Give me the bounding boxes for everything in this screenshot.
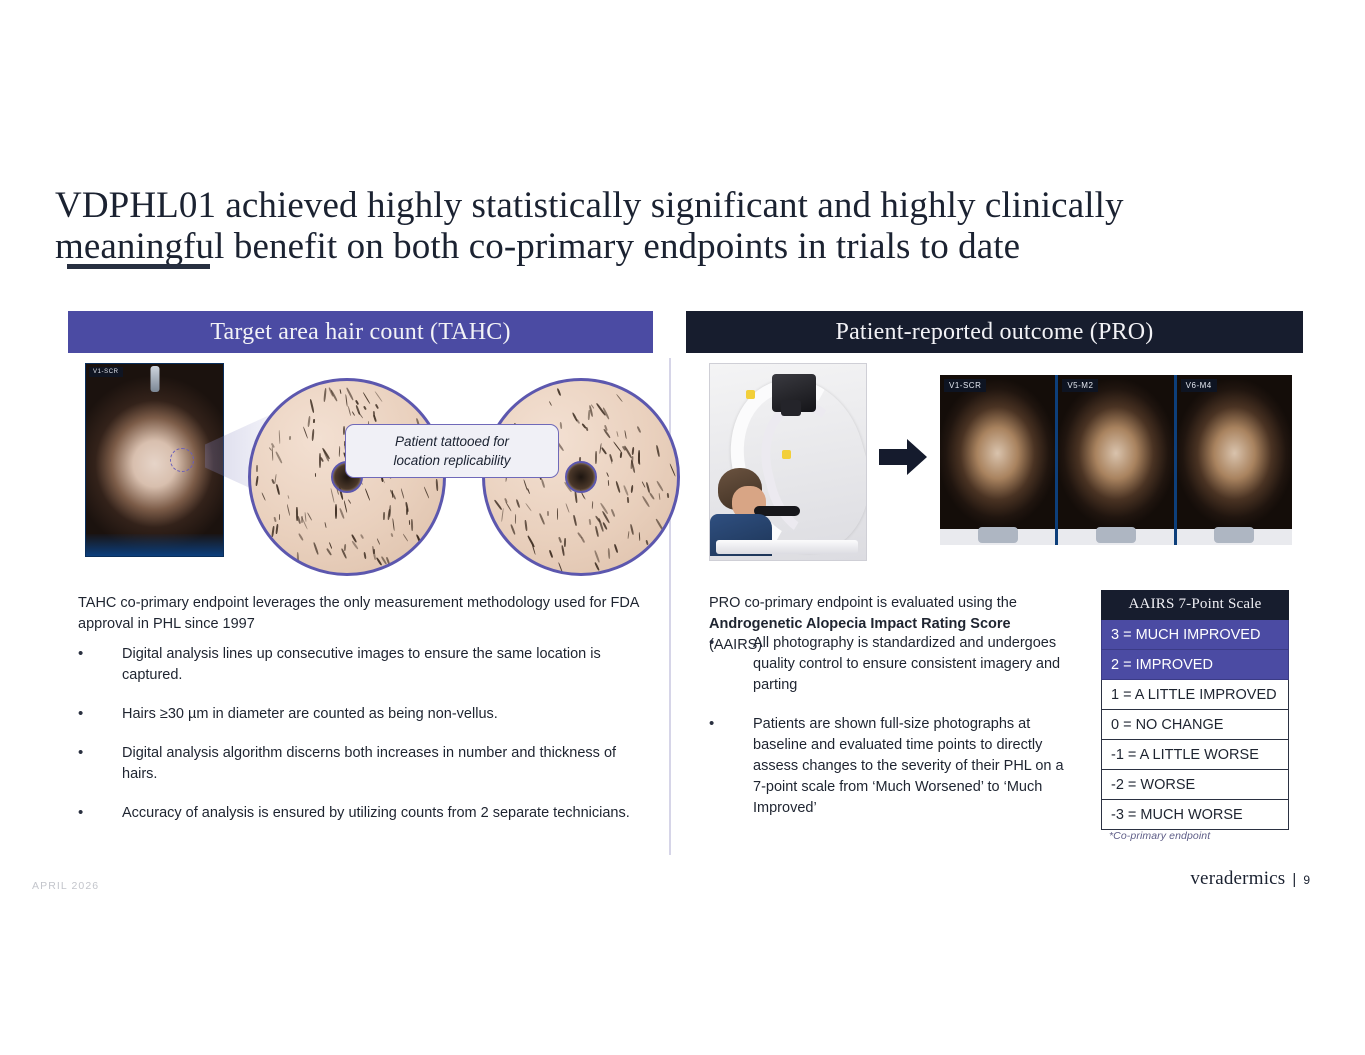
- list-item: Patients are shown full-size photographs…: [709, 713, 1067, 819]
- table-row: 3 = MUCH IMPROVED: [1101, 620, 1289, 650]
- photo-drape: [86, 534, 223, 556]
- rig-warning-label-top: [746, 390, 755, 399]
- tattoo-center-ring-right: [565, 461, 597, 493]
- tahc-lead-paragraph: TAHC co-primary endpoint leverages the o…: [78, 595, 639, 632]
- veradermics-logo: veradermics: [1190, 868, 1286, 889]
- pro-bullet-list: All photography is standardized and unde…: [709, 632, 1067, 837]
- title-line-1: VDPHL01 achieved highly statistically si…: [55, 185, 1124, 226]
- footer-date: APRIL 2026: [32, 880, 100, 892]
- pro-photo-visit-tag: V1-SCR: [944, 379, 987, 392]
- pro-section-label: Patient-reported outcome (PRO): [835, 318, 1154, 345]
- table-row: -1 = A LITTLE WORSE: [1101, 740, 1289, 770]
- magnified-scalp-circle-right: [482, 378, 680, 576]
- scalp-baseline-photo: V1-SCR: [86, 364, 223, 556]
- list-item: All photography is standardized and unde…: [709, 632, 1067, 696]
- table-row: 0 = NO CHANGE: [1101, 710, 1289, 740]
- rig-base: [716, 540, 858, 554]
- tahc-bullet-list: Digital analysis lines up consecutive im…: [78, 643, 644, 842]
- rig-chin-bar: [754, 506, 800, 516]
- tattoo-callout-box: Patient tattooed for location replicabil…: [345, 424, 559, 478]
- callout-line-1: Patient tattooed for: [394, 434, 510, 449]
- rig-warning-label-mid: [782, 450, 791, 459]
- table-row: -2 = WORSE: [1101, 770, 1289, 800]
- page-number: 9: [1303, 873, 1310, 887]
- title-accent-rule: [67, 264, 210, 269]
- flow-arrow-icon: [879, 439, 927, 475]
- scalp-photo-visit-tag: V1-SCR: [89, 367, 123, 377]
- list-item: Digital analysis algorithm discerns both…: [78, 742, 644, 785]
- aairs-scale-table: AAIRS 7-Point Scale 3 = MUCH IMPROVED 2 …: [1101, 590, 1289, 830]
- tahc-section-label: Target area hair count (TAHC): [210, 318, 511, 345]
- table-row: 1 = A LITTLE IMPROVED: [1101, 680, 1289, 710]
- follicle-field-left: [251, 381, 443, 573]
- column-divider: [669, 358, 671, 855]
- title-line-2: meaningful benefit on both co-primary en…: [55, 226, 1021, 267]
- list-item: Hairs ≥30 µm in diameter are counted as …: [78, 703, 644, 725]
- photography-rig-photo: [709, 363, 867, 561]
- pro-photo-visit-tag: V5-M2: [1062, 379, 1099, 392]
- photo-chinrest: [977, 527, 1018, 543]
- brand-separator: |: [1292, 871, 1297, 888]
- list-item: Digital analysis lines up consecutive im…: [78, 643, 644, 686]
- table-row: 2 = IMPROVED: [1101, 650, 1289, 680]
- pro-photo-cell: V5-M2: [1058, 375, 1174, 545]
- callout-line-2: location replicability: [393, 453, 511, 468]
- pro-lead-emphasis: Androgenetic Alopecia Impact Rating Scor…: [709, 616, 1011, 632]
- hair-clip-icon: [150, 366, 159, 392]
- aairs-footnote: *Co-primary endpoint: [1109, 830, 1211, 842]
- tattoo-location-marker: [170, 448, 194, 472]
- list-item: Accuracy of analysis is ensured by utili…: [78, 802, 644, 824]
- pro-photo-cell: V1-SCR: [940, 375, 1056, 545]
- tahc-section-header: Target area hair count (TAHC): [68, 311, 653, 353]
- photo-chinrest: [1214, 527, 1255, 543]
- pro-photo-visit-tag: V6-M4: [1180, 379, 1217, 392]
- page-title: VDPHL01 achieved highly statistically si…: [55, 185, 1175, 267]
- brand-footer: veradermics | 9: [1190, 868, 1310, 890]
- table-row: -3 = MUCH WORSE: [1101, 800, 1289, 830]
- pro-photo-strip: V1-SCR V5-M2 V6-M4: [940, 375, 1292, 545]
- rig-camera: [772, 374, 816, 416]
- photo-chinrest: [1095, 527, 1136, 543]
- pro-photo-cell: V6-M4: [1176, 375, 1292, 545]
- pro-lead-prefix: PRO co-primary endpoint is evaluated usi…: [709, 595, 1017, 611]
- aairs-table-header: AAIRS 7-Point Scale: [1101, 590, 1289, 620]
- pro-section-header: Patient-reported outcome (PRO): [686, 311, 1303, 353]
